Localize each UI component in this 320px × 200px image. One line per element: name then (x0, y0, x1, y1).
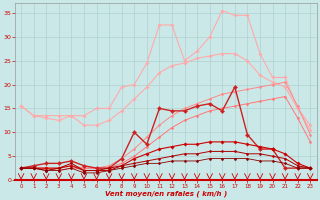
X-axis label: Vent moyen/en rafales ( km/h ): Vent moyen/en rafales ( km/h ) (105, 190, 227, 197)
